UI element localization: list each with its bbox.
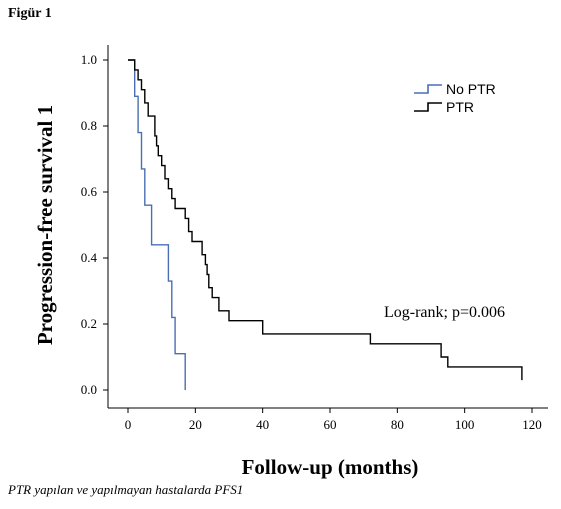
legend-label-no-ptr: No PTR [446, 81, 496, 97]
y-tick-label: 0.4 [81, 250, 98, 265]
series-layer [128, 59, 523, 390]
figure-caption: PTR yapılan ve yapılmayan hastalarda PFS… [8, 482, 244, 497]
x-tick-label: 100 [455, 417, 475, 432]
x-tick-label: 60 [324, 417, 337, 432]
series-line-no-ptr [128, 59, 186, 390]
log-rank-annotation: Log-rank; p=0.006 [384, 304, 505, 321]
y-tick-label: 1.0 [81, 52, 97, 67]
x-tick-label: 0 [125, 417, 132, 432]
x-tick-label: 80 [391, 417, 404, 432]
x-tick-label: 20 [189, 417, 202, 432]
y-tick-label: 0.8 [81, 118, 97, 133]
y-tick-label: 0.2 [81, 316, 97, 331]
y-tick-label: 0.0 [81, 382, 97, 397]
x-tick-label: 40 [256, 417, 269, 432]
y-axis-label: Progression-free survival 1 [33, 105, 57, 345]
x-axis-label: Follow-up (months) [242, 455, 419, 479]
legend-swatch-ptr [414, 102, 442, 112]
legend-swatch-no-ptr [414, 84, 442, 94]
y-tick-label: 0.6 [81, 184, 98, 199]
legend-label-ptr: PTR [446, 99, 474, 115]
x-tick-label: 120 [522, 417, 542, 432]
survival-chart: 0.0 0.2 0.4 0.6 0.8 1.0 0 20 40 60 80 100 120 No PTR… [33, 45, 548, 479]
figure-label: Figür 1 [8, 6, 52, 21]
series-line-ptr [128, 59, 523, 381]
legend: No PTR PTR [414, 81, 496, 115]
axes: 0.0 0.2 0.4 0.6 0.8 1.0 0 20 40 60 80 100 120 [81, 45, 548, 432]
